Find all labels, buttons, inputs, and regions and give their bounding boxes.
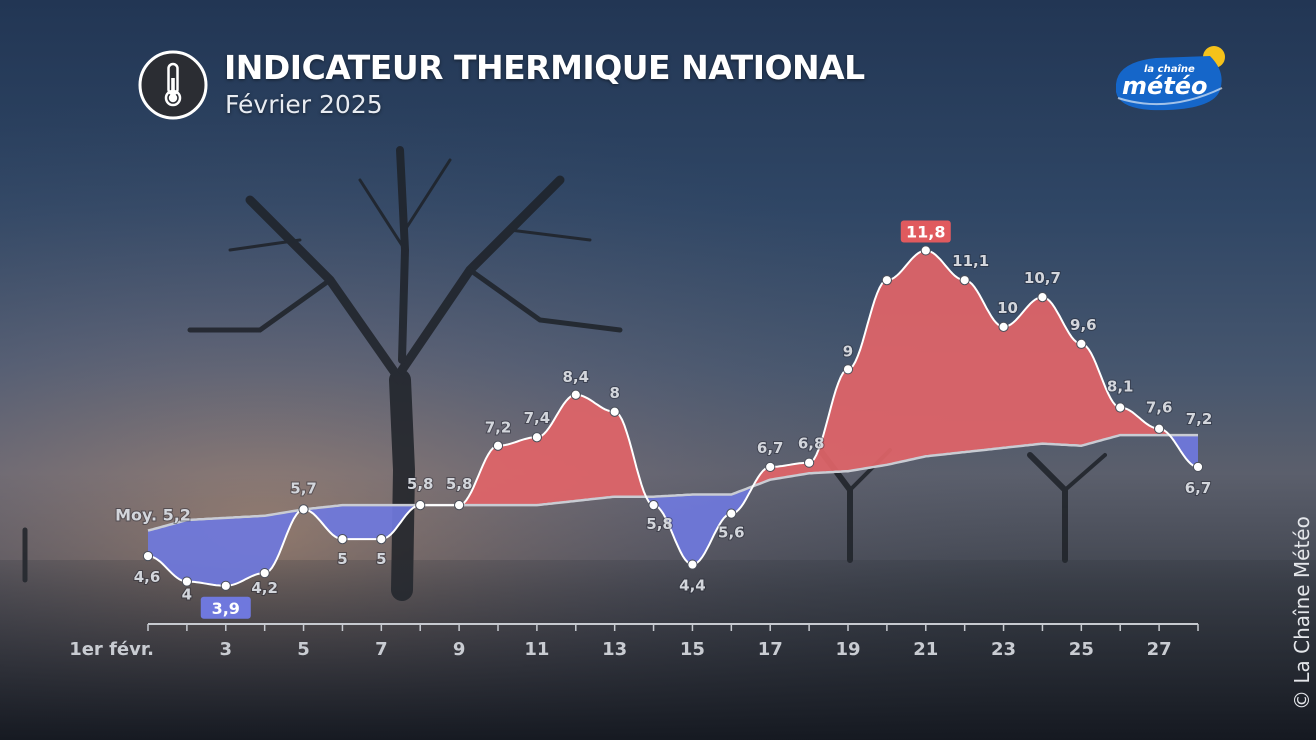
data-point: [648, 500, 659, 511]
data-point: [1037, 292, 1048, 303]
point-label: 10,7: [1024, 269, 1061, 287]
point-label: 5: [376, 550, 386, 568]
x-tick-label: 19: [835, 639, 860, 660]
x-tick-label: 17: [758, 639, 783, 660]
normal-end-label: 7,2: [1186, 410, 1213, 428]
above-normal-area-5: [752, 250, 1170, 487]
data-point: [726, 508, 737, 519]
data-point: [531, 432, 542, 443]
normal-average-label: Moy. 5,2: [115, 506, 191, 525]
point-label: 7,6: [1146, 399, 1173, 417]
x-tick-label: 15: [680, 639, 705, 660]
chart-title: INDICATEUR THERMIQUE NATIONAL: [224, 48, 865, 87]
la-chaine-meteo-logo: la chaîne météo: [1116, 46, 1225, 111]
data-point: [804, 457, 815, 468]
min-label: 3,9: [212, 599, 240, 618]
point-label: 9,6: [1070, 316, 1097, 334]
x-tick-label: 11: [524, 639, 549, 660]
below-normal-area-4: [646, 486, 753, 565]
data-point: [415, 500, 426, 511]
point-label: 7,2: [485, 419, 512, 437]
x-tick-label: 25: [1069, 639, 1094, 660]
point-label: 8: [609, 384, 619, 402]
data-point: [181, 576, 192, 587]
point-label: 10: [997, 299, 1018, 317]
x-tick-label: 7: [375, 639, 388, 660]
point-label: 4,6: [134, 568, 161, 586]
point-label: 4,4: [679, 577, 706, 595]
below-normal-area-2: [303, 505, 421, 540]
data-point: [298, 504, 309, 515]
point-label: 6,7: [757, 439, 784, 457]
data-point: [842, 364, 854, 375]
data-point: [454, 500, 465, 511]
copyright-text: © La Chaîne Météo: [1290, 516, 1314, 710]
x-tick-label: 3: [220, 639, 233, 660]
data-point: [1076, 338, 1087, 349]
point-label: 8,1: [1107, 378, 1134, 396]
x-tick-label: 1er févr.: [69, 639, 154, 660]
data-point: [998, 321, 1009, 332]
normal-temperature-line: [147, 433, 1198, 532]
below-normal-area-0: [148, 509, 304, 586]
point-label: 6,7: [1185, 479, 1212, 497]
data-point: [881, 275, 892, 286]
logo-big-text: météo: [1122, 72, 1208, 100]
x-tick-label: 9: [453, 639, 466, 660]
point-label: 8,4: [562, 368, 589, 386]
point-label: 5,8: [446, 475, 473, 493]
point-label: 7,4: [524, 409, 551, 427]
data-point: [1115, 402, 1126, 413]
data-point: [142, 550, 154, 562]
point-label: 5,7: [290, 479, 317, 497]
data-point: [570, 389, 581, 400]
x-tick-label: 5: [297, 639, 310, 660]
data-point: [492, 440, 504, 451]
data-point: [259, 567, 270, 579]
below-normal-area-6: [1169, 435, 1198, 467]
logo-small-text: la chaîne: [1144, 63, 1195, 75]
point-label: 6,8: [798, 435, 825, 453]
data-point: [609, 406, 620, 417]
point-label: 4,2: [251, 579, 278, 597]
data-point: [376, 534, 387, 545]
observed-temperature-line: [147, 249, 1199, 587]
data-point: [1154, 423, 1165, 434]
above-normal-area-3: [420, 394, 646, 506]
point-label: 11,1: [952, 252, 989, 270]
point-label: 5,8: [407, 475, 434, 493]
x-tick-label: 13: [602, 639, 627, 660]
point-label: 4: [182, 586, 192, 604]
point-label: 5,6: [718, 524, 745, 542]
chart-subtitle: Février 2025: [225, 90, 383, 119]
point-label: 9: [843, 342, 853, 360]
data-point: [1192, 461, 1204, 473]
x-tick-label: 21: [913, 639, 938, 660]
max-label: 11,8: [906, 222, 945, 241]
data-point: [765, 461, 776, 473]
data-point: [959, 275, 970, 286]
data-point: [337, 534, 348, 545]
x-tick-label: 23: [991, 639, 1016, 660]
point-label: 5,8: [646, 515, 673, 533]
max-label-bg: [900, 220, 951, 243]
data-point: [687, 559, 698, 570]
thermometer-icon: [138, 50, 208, 120]
min-label-bg: [200, 596, 251, 619]
x-tick-label: 27: [1147, 639, 1172, 660]
data-point: [920, 245, 931, 256]
point-label: 5: [337, 550, 347, 568]
data-point: [220, 580, 231, 591]
